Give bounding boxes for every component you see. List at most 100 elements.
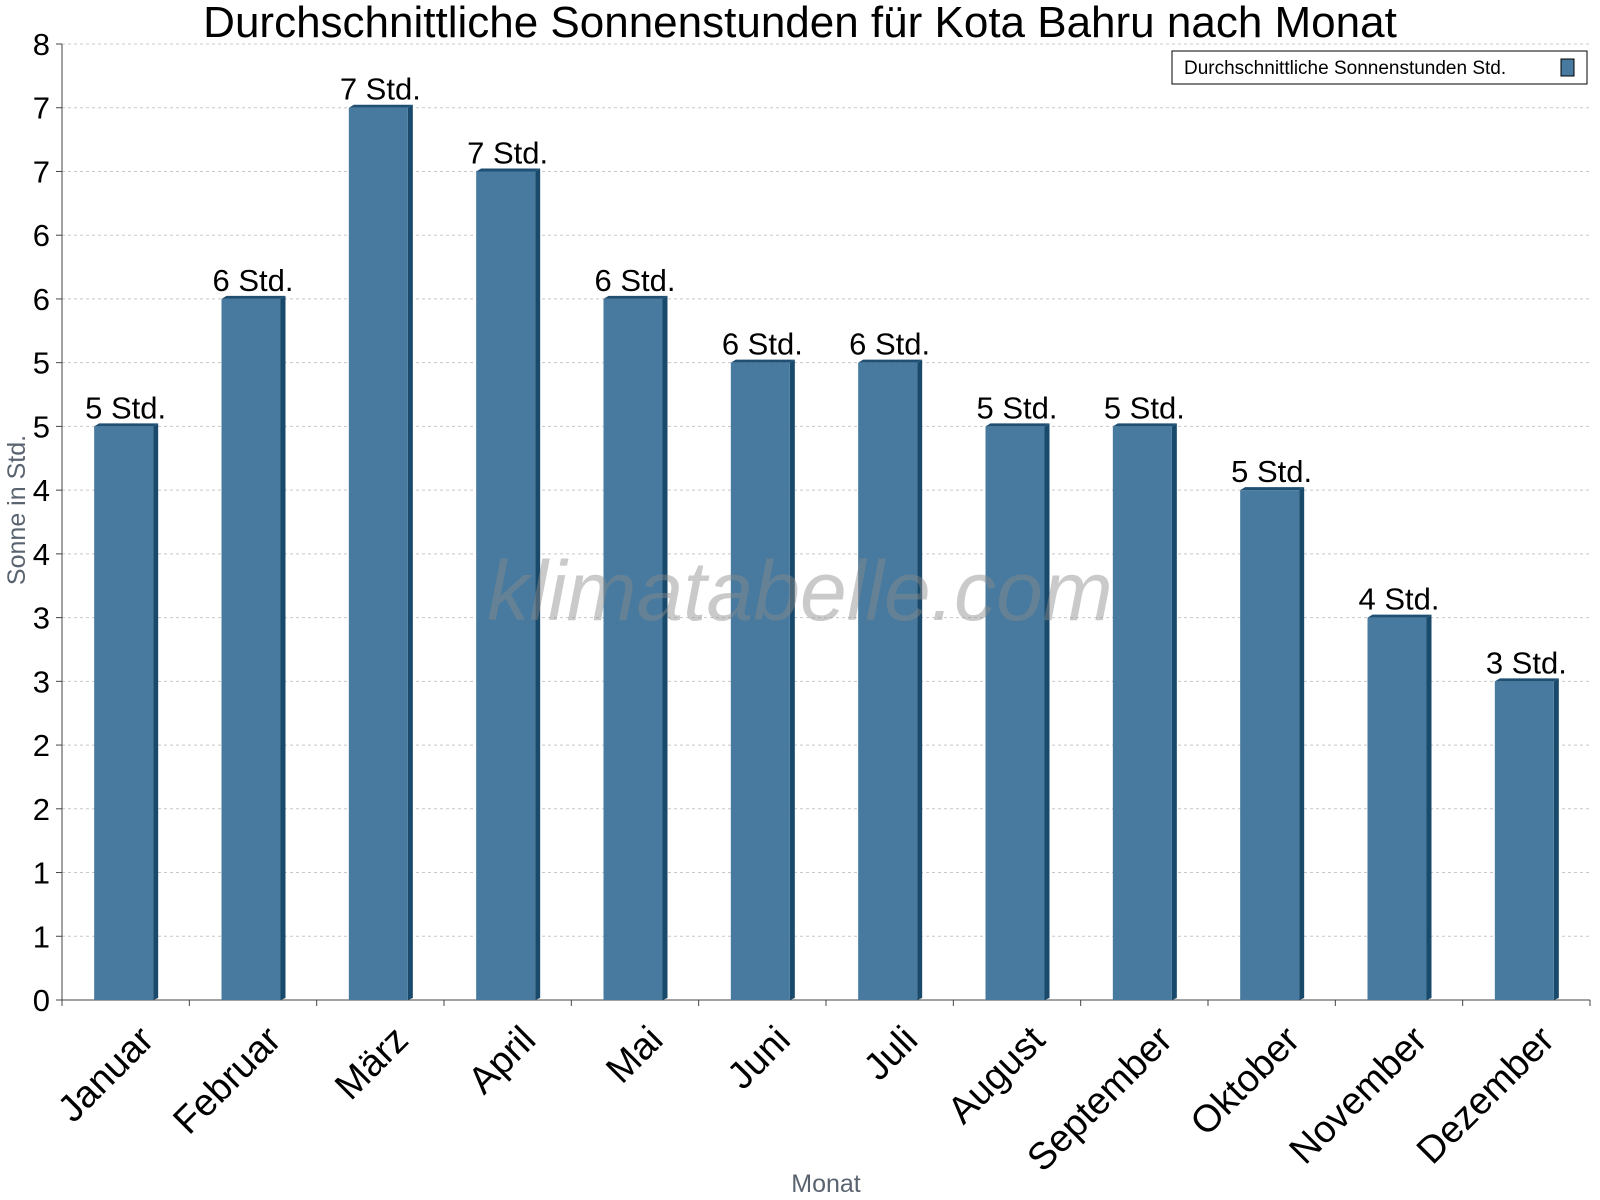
bar-side xyxy=(535,168,541,1000)
y-tick-label: 2 xyxy=(33,728,50,763)
y-tick-label: 4 xyxy=(33,473,50,508)
y-tick-label: 6 xyxy=(33,282,50,317)
bar-top xyxy=(1494,678,1559,682)
bar-side xyxy=(280,295,286,1000)
y-axis-title: Sonne in Std. xyxy=(3,435,31,585)
bar-side xyxy=(917,359,923,1001)
bar xyxy=(1240,487,1305,1001)
bar-top xyxy=(476,168,541,172)
data-label: 4 Std. xyxy=(1359,582,1440,617)
bar-top xyxy=(730,359,795,363)
bar-side xyxy=(153,423,159,1000)
bar-top xyxy=(221,295,286,299)
y-tick-label: 6 xyxy=(33,218,50,253)
bar-top xyxy=(1367,614,1432,618)
gridlines xyxy=(62,43,1590,937)
bar-top xyxy=(603,295,668,299)
data-label: 7 Std. xyxy=(467,135,548,170)
bar-top xyxy=(1240,487,1305,491)
bar-front xyxy=(94,426,154,1000)
y-tick-label: 0 xyxy=(33,983,50,1018)
bar-side xyxy=(1299,487,1305,1001)
bar-front xyxy=(858,362,918,1001)
x-category-label: Januar xyxy=(50,1018,162,1130)
data-label: 6 Std. xyxy=(595,263,676,298)
x-category-label: Mai xyxy=(598,1019,671,1092)
y-tick-label: 3 xyxy=(33,664,50,699)
bar-side xyxy=(1044,423,1050,1000)
data-label: 5 Std. xyxy=(85,390,166,425)
y-tick-label: 8 xyxy=(33,27,50,62)
bar xyxy=(730,359,795,1001)
bar xyxy=(221,295,286,1000)
bar-side xyxy=(789,359,795,1001)
bar-top xyxy=(858,359,923,363)
x-category-label: Oktober xyxy=(1183,1018,1309,1144)
data-label: 5 Std. xyxy=(977,390,1058,425)
data-label: 7 Std. xyxy=(340,72,421,107)
y-tick-label: 7 xyxy=(33,91,50,126)
bar-front xyxy=(476,171,536,1000)
data-label: 3 Std. xyxy=(1486,645,1567,680)
bar-top xyxy=(985,423,1050,427)
legend-box xyxy=(1171,50,1588,85)
bar xyxy=(985,423,1050,1000)
bar-front xyxy=(1367,617,1427,1000)
y-tick-label: 4 xyxy=(33,537,50,572)
bar-side xyxy=(1553,678,1559,1000)
bar-side xyxy=(407,104,413,1000)
data-labels: 5 Std. 6 Std. 7 Std. 7 Std. 6 Std. 6 Std. 6 St… xyxy=(85,72,1567,681)
x-category-label: April xyxy=(461,1019,544,1102)
bar-top xyxy=(348,104,413,108)
bar xyxy=(94,423,159,1000)
bar-front xyxy=(1494,681,1554,1000)
bar-front xyxy=(985,426,1045,1000)
x-category-label: Juni xyxy=(720,1019,799,1098)
bars xyxy=(94,104,1559,1001)
x-category-label: Februar xyxy=(166,1018,290,1142)
watermark: klimatabelle.com xyxy=(487,544,1113,638)
legend: Durchschnittliche Sonnenstunden Std. xyxy=(1171,50,1588,85)
y-tick-label: 7 xyxy=(33,154,50,189)
y-tick-label: 1 xyxy=(33,919,50,954)
bar-front xyxy=(730,362,790,1001)
data-label: 6 Std. xyxy=(213,263,294,298)
bar-front xyxy=(1240,490,1300,1000)
bar xyxy=(603,295,668,1000)
bar-front xyxy=(348,107,408,1000)
bar xyxy=(1494,678,1559,1000)
y-tick-label: 5 xyxy=(33,346,50,381)
x-category-label: November xyxy=(1282,1018,1436,1172)
bar-side xyxy=(1171,423,1177,1000)
bar-side xyxy=(1426,614,1432,1000)
chart-title: Durchschnittliche Sonnenstunden für Kota… xyxy=(203,0,1397,47)
data-label: 6 Std. xyxy=(849,327,930,362)
bar xyxy=(476,168,541,1000)
y-tick-label: 5 xyxy=(33,409,50,444)
x-axis-title: Monat xyxy=(791,1170,861,1198)
data-label: 5 Std. xyxy=(1104,390,1185,425)
y-tick-label: 1 xyxy=(33,856,50,891)
bar-front xyxy=(221,298,281,1000)
y-tick-label: 3 xyxy=(33,601,50,636)
y-tick-label: 2 xyxy=(33,792,50,827)
x-category-label: Dezember xyxy=(1409,1018,1563,1172)
legend-label: Durchschnittliche Sonnenstunden Std. xyxy=(1184,58,1506,79)
legend-swatch xyxy=(1560,58,1575,77)
x-category-label: August xyxy=(940,1018,1054,1132)
bar xyxy=(858,359,923,1001)
bar xyxy=(1367,614,1432,1000)
bar-side xyxy=(662,295,668,1000)
bar-top xyxy=(1112,423,1177,427)
bar-front xyxy=(603,298,663,1000)
bar xyxy=(348,104,413,1000)
axes xyxy=(61,44,1590,1001)
bar-front xyxy=(1112,426,1172,1000)
x-category-label: Juli xyxy=(856,1019,926,1089)
data-label: 5 Std. xyxy=(1231,454,1312,489)
bar xyxy=(1112,423,1177,1000)
data-label: 6 Std. xyxy=(722,327,803,362)
bar-top xyxy=(94,423,159,427)
x-category-label: März xyxy=(327,1019,416,1108)
